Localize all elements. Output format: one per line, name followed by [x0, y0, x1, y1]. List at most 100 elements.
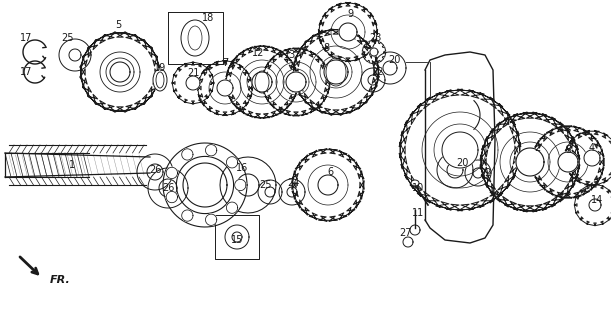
Polygon shape [286, 72, 306, 92]
Text: 11: 11 [412, 208, 424, 218]
Polygon shape [465, 160, 491, 186]
Text: 27: 27 [399, 228, 411, 238]
Polygon shape [500, 132, 560, 192]
Polygon shape [368, 75, 378, 85]
Text: 20: 20 [388, 55, 400, 65]
Text: 22: 22 [479, 168, 491, 178]
Text: 4: 4 [589, 143, 595, 153]
Text: 1: 1 [69, 160, 75, 170]
Polygon shape [205, 145, 217, 156]
Polygon shape [110, 62, 130, 82]
Polygon shape [434, 124, 486, 176]
Text: 3: 3 [565, 145, 571, 155]
Text: 16: 16 [236, 163, 248, 173]
Polygon shape [318, 175, 338, 195]
Text: 22: 22 [371, 67, 384, 77]
Ellipse shape [153, 69, 167, 91]
Polygon shape [324, 60, 348, 84]
Text: 10: 10 [412, 183, 424, 193]
Text: 6: 6 [327, 167, 333, 177]
Text: 8: 8 [323, 43, 329, 53]
Polygon shape [205, 214, 217, 225]
Polygon shape [558, 152, 578, 172]
Polygon shape [374, 52, 406, 84]
Text: 20: 20 [456, 158, 468, 168]
Polygon shape [217, 80, 233, 96]
Polygon shape [265, 187, 275, 197]
Polygon shape [225, 225, 249, 249]
Polygon shape [574, 184, 611, 226]
Polygon shape [291, 148, 364, 221]
Polygon shape [446, 136, 474, 164]
Polygon shape [293, 29, 379, 115]
Polygon shape [137, 154, 173, 190]
Polygon shape [159, 179, 177, 197]
Text: 9: 9 [347, 9, 353, 19]
Ellipse shape [411, 180, 419, 186]
Text: 26: 26 [149, 165, 161, 175]
Polygon shape [240, 60, 284, 104]
Polygon shape [437, 152, 473, 188]
Polygon shape [232, 232, 242, 242]
Polygon shape [383, 61, 397, 75]
Polygon shape [403, 237, 413, 247]
Polygon shape [262, 48, 330, 116]
Text: 14: 14 [591, 195, 603, 205]
Polygon shape [209, 72, 241, 104]
Polygon shape [247, 67, 277, 97]
Polygon shape [237, 174, 259, 196]
Polygon shape [186, 76, 200, 90]
Polygon shape [197, 60, 253, 116]
Text: 25: 25 [258, 180, 271, 190]
Text: 24: 24 [287, 178, 299, 188]
Text: 17: 17 [20, 67, 32, 77]
Polygon shape [235, 180, 246, 191]
Polygon shape [183, 163, 227, 207]
Polygon shape [565, 130, 611, 186]
Text: 5: 5 [115, 20, 121, 30]
Polygon shape [225, 45, 298, 118]
Polygon shape [279, 179, 305, 205]
Polygon shape [339, 23, 357, 41]
Polygon shape [320, 56, 352, 88]
Text: 26: 26 [162, 183, 174, 193]
Polygon shape [69, 49, 81, 61]
Polygon shape [308, 165, 348, 205]
Text: 15: 15 [231, 235, 243, 245]
Polygon shape [422, 112, 498, 188]
Polygon shape [410, 225, 420, 235]
Text: 25: 25 [62, 33, 75, 43]
Polygon shape [172, 62, 214, 104]
Polygon shape [510, 142, 550, 182]
Polygon shape [589, 199, 601, 211]
Polygon shape [100, 52, 140, 92]
Text: 23: 23 [369, 33, 381, 43]
Polygon shape [258, 180, 282, 204]
Text: 17: 17 [20, 33, 32, 43]
Polygon shape [163, 143, 247, 227]
Polygon shape [480, 112, 580, 212]
Polygon shape [399, 89, 521, 211]
Polygon shape [276, 62, 316, 102]
Polygon shape [283, 69, 309, 95]
Text: FR.: FR. [50, 275, 71, 285]
Polygon shape [59, 39, 91, 71]
Polygon shape [310, 46, 362, 98]
Polygon shape [361, 68, 385, 92]
Polygon shape [177, 156, 233, 213]
Text: 12: 12 [252, 48, 264, 58]
Polygon shape [5, 153, 150, 177]
Polygon shape [227, 157, 238, 168]
Ellipse shape [181, 20, 209, 56]
Polygon shape [425, 52, 495, 243]
Polygon shape [166, 191, 177, 203]
Text: 19: 19 [154, 63, 166, 73]
Polygon shape [331, 15, 365, 49]
Polygon shape [548, 142, 588, 182]
Polygon shape [106, 58, 134, 86]
Polygon shape [181, 210, 193, 221]
Text: 2: 2 [534, 143, 540, 153]
Polygon shape [148, 168, 188, 208]
Text: 7: 7 [222, 58, 228, 68]
Polygon shape [252, 72, 272, 92]
